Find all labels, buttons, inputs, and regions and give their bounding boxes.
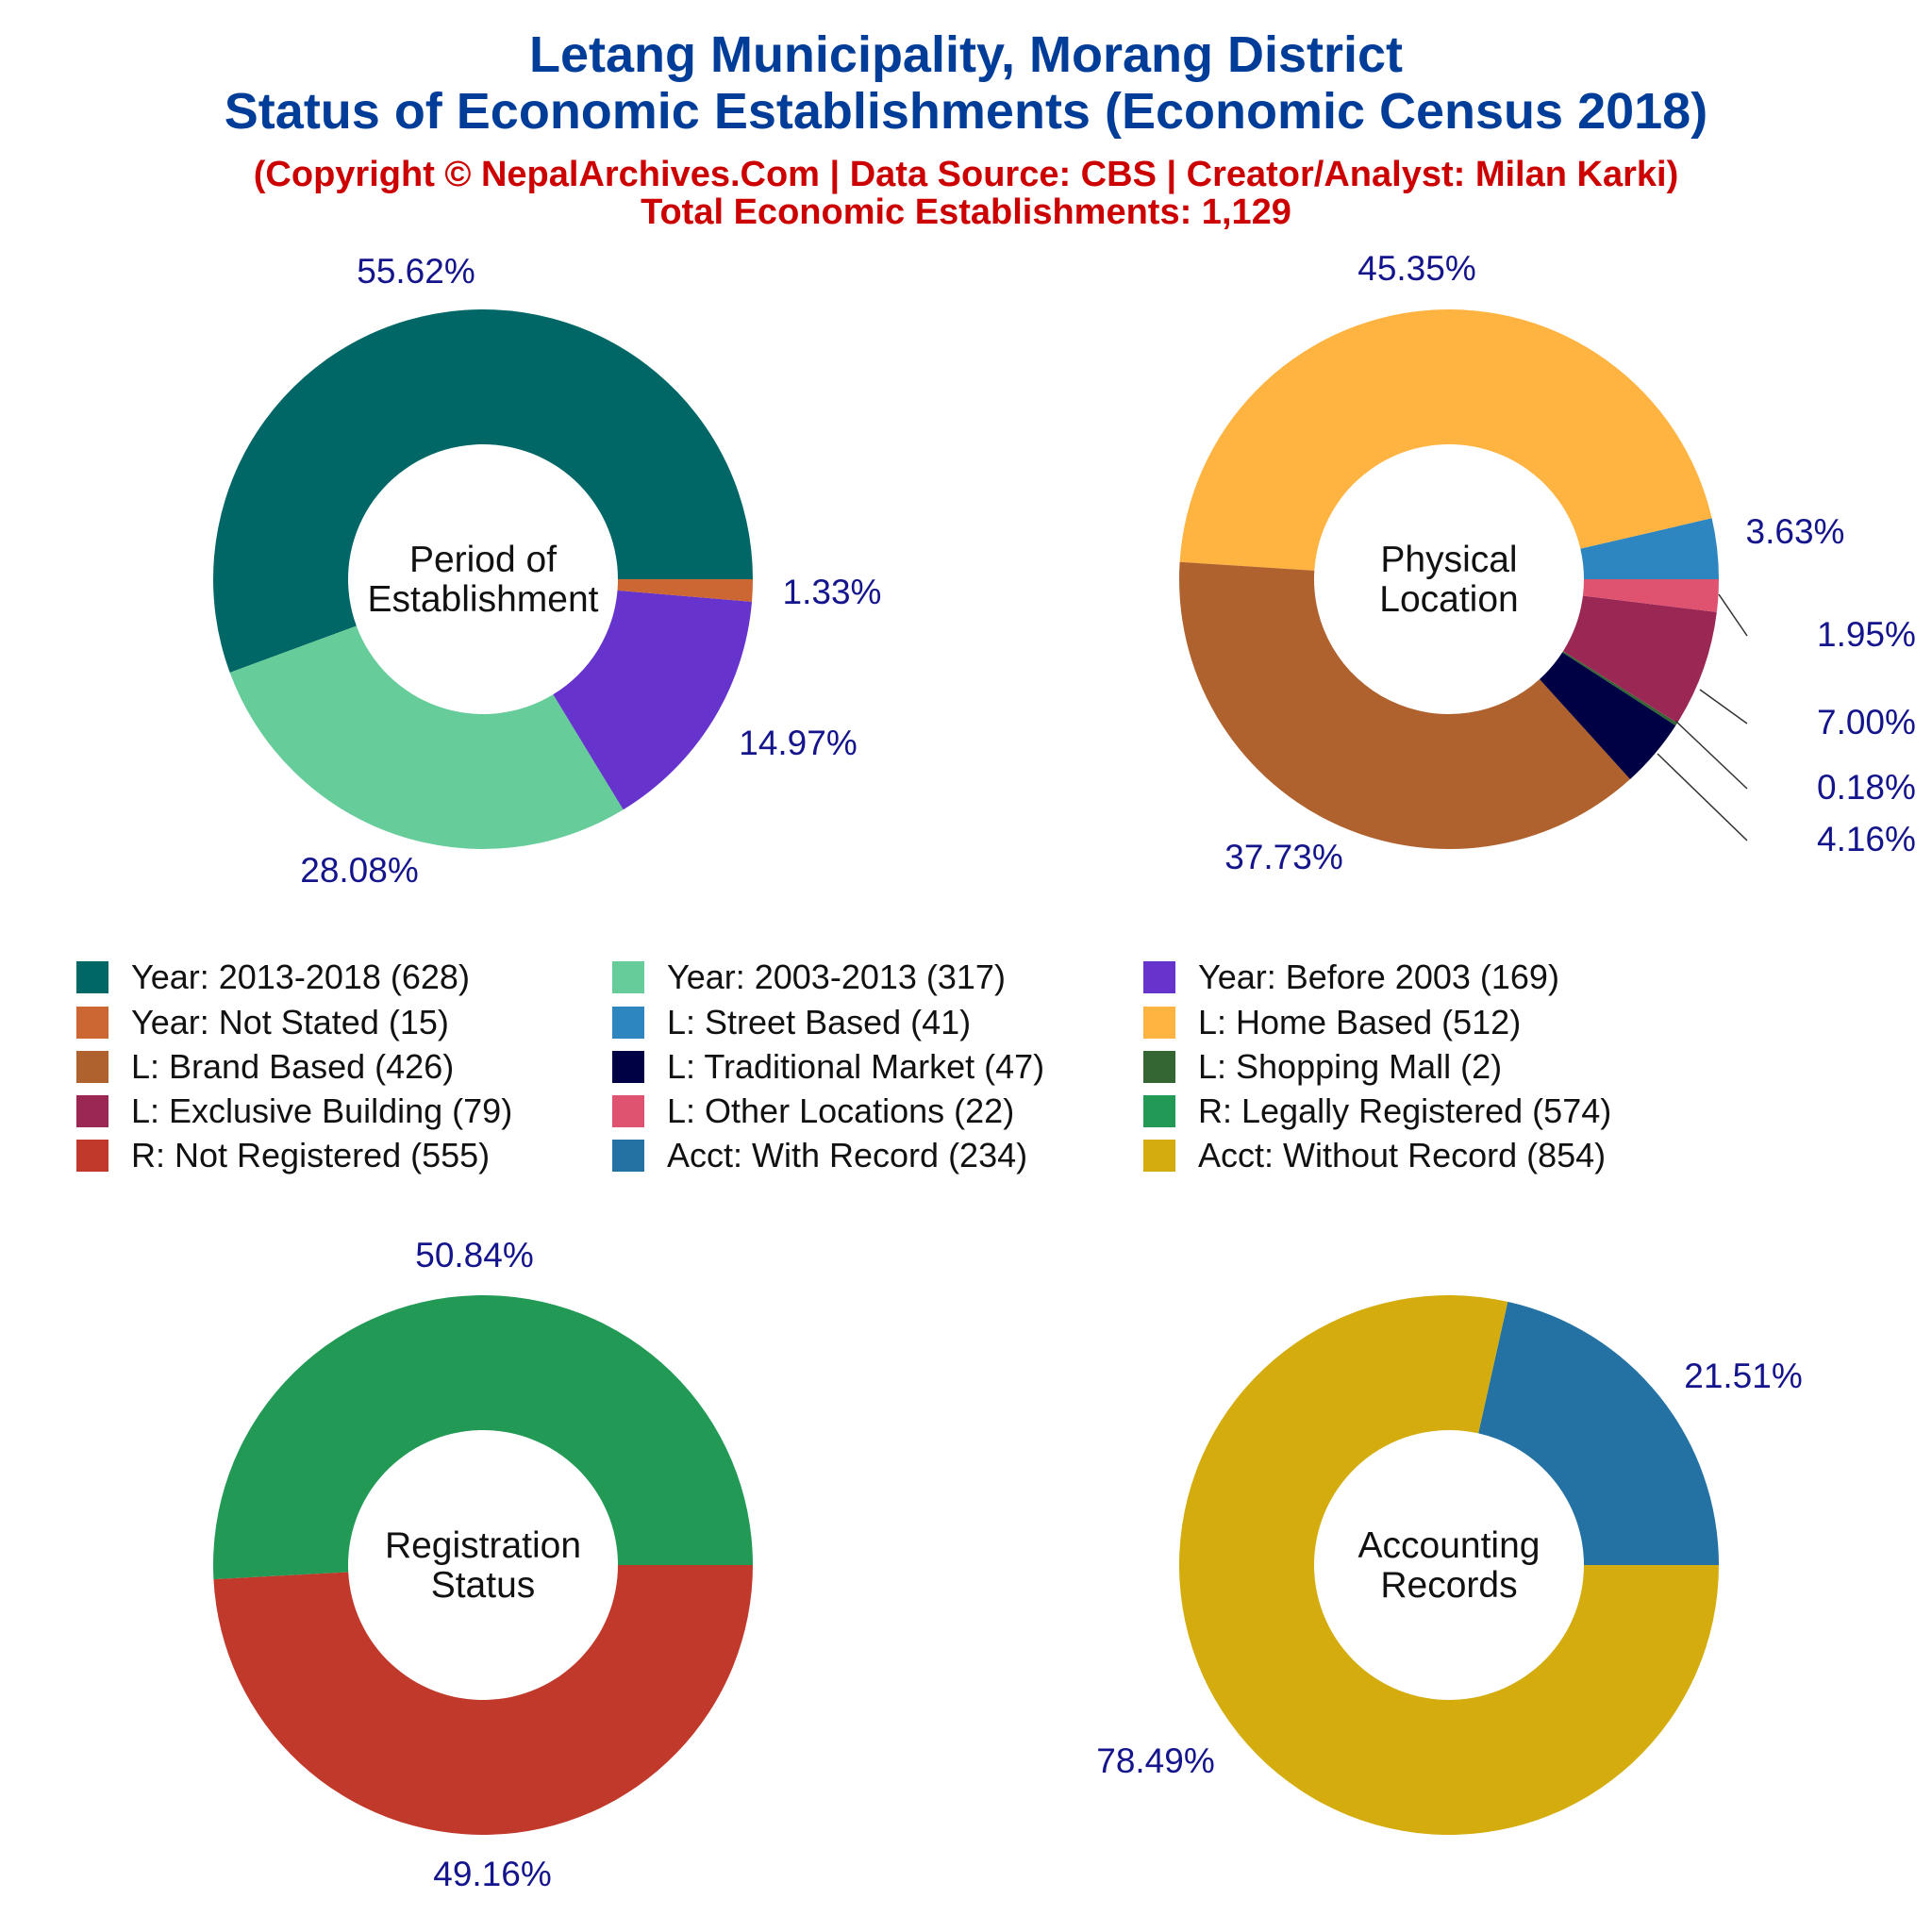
legend-item: L: Street Based (41) bbox=[612, 1003, 971, 1041]
legend-label: L: Shopping Mall (2) bbox=[1198, 1047, 1502, 1086]
legend-label: L: Traditional Market (47) bbox=[667, 1047, 1044, 1086]
percent-label: 37.73% bbox=[1224, 838, 1343, 876]
slice-l-street-based bbox=[1580, 518, 1719, 579]
percent-label: 14.97% bbox=[739, 724, 858, 762]
percent-label: 3.63% bbox=[1746, 512, 1845, 551]
slice-year-2013-2018 bbox=[212, 308, 753, 673]
slice-year-2003-2013 bbox=[229, 625, 624, 849]
slice-r-not-registered bbox=[213, 1565, 753, 1835]
copyright-text: (Copyright © NepalArchives.Com | Data So… bbox=[254, 155, 1678, 194]
center-label: Period of bbox=[409, 540, 557, 580]
center-label: Registration bbox=[385, 1525, 581, 1566]
legend-item: Year: 2013-2018 (628) bbox=[76, 958, 470, 996]
percent-label: 1.33% bbox=[783, 573, 882, 611]
legend-swatch bbox=[612, 1051, 644, 1083]
legend-item: L: Home Based (512) bbox=[1143, 1003, 1521, 1041]
legend-label: R: Legally Registered (574) bbox=[1198, 1091, 1611, 1130]
percent-label: 49.16% bbox=[433, 1855, 552, 1893]
center-label: Establishment bbox=[368, 579, 599, 620]
legend-item: L: Traditional Market (47) bbox=[612, 1047, 1044, 1086]
legend-label: Year: Not Stated (15) bbox=[131, 1003, 449, 1041]
percent-label: 55.62% bbox=[357, 252, 475, 291]
slice-year-not-stated bbox=[617, 579, 753, 602]
center-label: Physical bbox=[1380, 540, 1517, 580]
slice-acct-with-record bbox=[1478, 1301, 1719, 1565]
legend-item: L: Shopping Mall (2) bbox=[1143, 1047, 1502, 1086]
donut-chart-2: 3.63% 45.35% 37.73% 4.16% 0.18% 7.00% 1.95% Phy… bbox=[1179, 249, 1916, 876]
center-label: Accounting bbox=[1358, 1525, 1541, 1566]
legend-item: L: Other Locations (22) bbox=[612, 1091, 1014, 1130]
legend-swatch bbox=[612, 1007, 644, 1039]
center-label: Records bbox=[1380, 1565, 1517, 1606]
total-text: Total Economic Establishments: 1,129 bbox=[641, 192, 1291, 232]
legend-label: Acct: Without Record (854) bbox=[1198, 1136, 1606, 1174]
legend-swatch bbox=[612, 1140, 644, 1172]
slice-l-exclusive-building bbox=[1562, 595, 1717, 724]
percent-label: 28.08% bbox=[300, 851, 419, 890]
legend-label: L: Street Based (41) bbox=[667, 1003, 971, 1041]
legend-item: R: Not Registered (555) bbox=[76, 1136, 490, 1174]
legend-label: L: Home Based (512) bbox=[1198, 1003, 1521, 1041]
slice-year-before-2003 bbox=[553, 590, 753, 810]
slice-l-traditional-market bbox=[1540, 652, 1676, 779]
leader-line bbox=[1657, 753, 1748, 841]
donut-chart-1: 55.62% 28.08% 14.97% 1.33% Period ofEstablis… bbox=[212, 252, 882, 890]
legend-swatch bbox=[76, 1051, 108, 1083]
legend-item: Year: Not Stated (15) bbox=[76, 1003, 449, 1041]
legend-label: L: Brand Based (426) bbox=[131, 1047, 454, 1086]
legend-item: Year: Before 2003 (169) bbox=[1143, 958, 1559, 996]
slice-l-other-locations bbox=[1582, 579, 1719, 612]
legend: Year: 2013-2018 (628) Year: 2003-2013 (31… bbox=[76, 958, 1611, 1174]
percent-label: 1.95% bbox=[1817, 615, 1916, 654]
legend-swatch bbox=[612, 1095, 644, 1127]
legend-label: R: Not Registered (555) bbox=[131, 1136, 490, 1174]
legend-swatch bbox=[76, 961, 108, 993]
legend-item: L: Brand Based (426) bbox=[76, 1047, 454, 1086]
percent-label: 50.84% bbox=[415, 1236, 534, 1274]
legend-label: Acct: With Record (234) bbox=[667, 1136, 1027, 1174]
legend-item: Year: 2003-2013 (317) bbox=[612, 958, 1006, 996]
percent-label: 0.18% bbox=[1817, 768, 1916, 807]
leader-line bbox=[1674, 720, 1748, 790]
percent-label: 4.16% bbox=[1817, 820, 1916, 858]
legend-label: L: Exclusive Building (79) bbox=[131, 1091, 512, 1130]
leader-line bbox=[1718, 593, 1748, 637]
percent-label: 78.49% bbox=[1096, 1741, 1215, 1780]
title-line2: Status of Economic Establishments (Econo… bbox=[225, 83, 1707, 140]
slice-l-shopping-mall bbox=[1562, 651, 1677, 726]
legend-item: Acct: Without Record (854) bbox=[1143, 1136, 1606, 1174]
legend-swatch bbox=[76, 1007, 108, 1039]
legend-swatch bbox=[76, 1095, 108, 1127]
legend-item: Acct: With Record (234) bbox=[612, 1136, 1027, 1174]
legend-label: L: Other Locations (22) bbox=[667, 1091, 1014, 1130]
legend-swatch bbox=[1143, 1051, 1175, 1083]
legend-label: Year: 2013-2018 (628) bbox=[131, 958, 470, 996]
center-label: Status bbox=[431, 1565, 536, 1606]
legend-swatch bbox=[1143, 1095, 1175, 1127]
slice-l-home-based bbox=[1179, 309, 1712, 571]
legend-swatch bbox=[1143, 1140, 1175, 1172]
percent-label: 45.35% bbox=[1357, 249, 1476, 288]
center-label: Location bbox=[1379, 579, 1518, 620]
slice-acct-without-record bbox=[1179, 1295, 1719, 1835]
legend-swatch bbox=[1143, 1007, 1175, 1039]
slice-l-brand-based bbox=[1179, 561, 1631, 849]
legend-item: L: Exclusive Building (79) bbox=[76, 1091, 512, 1130]
percent-label: 21.51% bbox=[1684, 1357, 1803, 1395]
legend-label: Year: Before 2003 (169) bbox=[1198, 958, 1559, 996]
legend-swatch bbox=[612, 961, 644, 993]
legend-item: R: Legally Registered (574) bbox=[1143, 1091, 1611, 1130]
leader-line bbox=[1699, 689, 1748, 724]
slice-r-legally-registered bbox=[212, 1294, 753, 1580]
legend-swatch bbox=[76, 1140, 108, 1172]
percent-label: 7.00% bbox=[1817, 703, 1916, 741]
legend-swatch bbox=[1143, 961, 1175, 993]
title-line1: Letang Municipality, Morang District bbox=[529, 26, 1403, 83]
legend-label: Year: 2003-2013 (317) bbox=[667, 958, 1006, 996]
